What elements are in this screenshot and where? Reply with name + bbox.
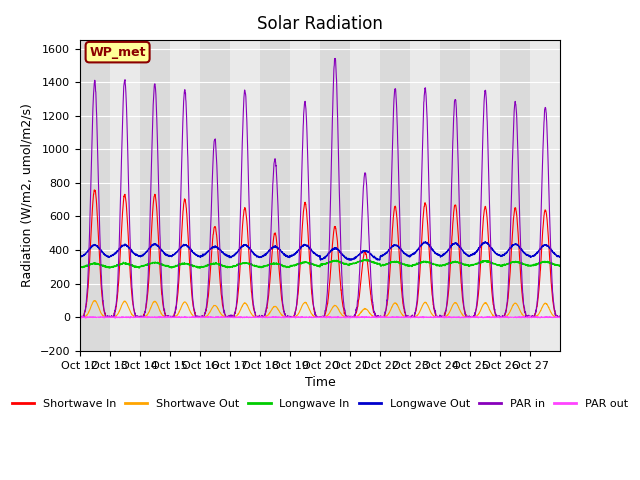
Line: Longwave In: Longwave In <box>80 260 560 268</box>
PAR out <box>550 315 557 321</box>
Legend: Shortwave In, Shortwave Out, Longwave In, Longwave Out, PAR in, PAR out: Shortwave In, Shortwave Out, Longwave In… <box>7 395 633 414</box>
Bar <box>80 40 110 351</box>
Bar <box>290 40 320 351</box>
Shortwave Out <box>228 314 236 320</box>
Longwave Out <box>228 254 236 260</box>
Shortwave In <box>91 187 99 193</box>
Longwave In <box>349 261 356 266</box>
Longwave Out <box>481 239 489 245</box>
Longwave In <box>550 262 557 267</box>
Longwave In <box>556 263 564 268</box>
PAR in <box>76 314 84 320</box>
Bar <box>440 40 470 351</box>
Longwave Out <box>556 254 564 260</box>
Shortwave Out <box>349 314 356 320</box>
Line: Longwave Out: Longwave Out <box>80 242 560 260</box>
Line: Shortwave Out: Shortwave Out <box>80 300 560 317</box>
Longwave In <box>196 265 204 271</box>
Longwave In <box>465 263 472 269</box>
PAR in <box>76 313 84 319</box>
X-axis label: Time: Time <box>305 376 335 389</box>
PAR out <box>349 314 356 320</box>
Text: WP_met: WP_met <box>90 46 146 59</box>
Bar <box>140 40 170 351</box>
Longwave In <box>362 257 370 263</box>
Shortwave Out <box>124 304 132 310</box>
PAR in <box>349 314 356 320</box>
Bar <box>230 40 260 351</box>
Longwave Out <box>348 256 356 262</box>
Bar <box>410 40 440 351</box>
Longwave Out <box>492 250 499 256</box>
Bar <box>500 40 530 351</box>
Line: PAR in: PAR in <box>80 59 560 317</box>
Shortwave In <box>124 228 132 234</box>
Longwave In <box>124 261 132 267</box>
Longwave Out <box>465 253 472 259</box>
Bar <box>110 40 140 351</box>
PAR out <box>111 315 119 321</box>
Shortwave In <box>492 311 499 317</box>
Longwave In <box>492 261 499 267</box>
Longwave In <box>76 264 84 270</box>
Shortwave Out <box>550 313 557 319</box>
Line: Shortwave In: Shortwave In <box>80 190 560 317</box>
Bar <box>200 40 230 351</box>
PAR out <box>556 314 564 320</box>
Line: PAR out: PAR out <box>80 316 560 318</box>
PAR in <box>332 56 339 61</box>
Shortwave In <box>465 313 472 319</box>
PAR in <box>550 300 557 306</box>
Bar <box>260 40 290 351</box>
Bar <box>170 40 200 351</box>
PAR out <box>552 313 560 319</box>
PAR out <box>492 315 499 321</box>
Longwave Out <box>375 257 383 263</box>
Y-axis label: Radiation (W/m2, umol/m2/s): Radiation (W/m2, umol/m2/s) <box>21 104 34 288</box>
Shortwave Out <box>465 314 472 320</box>
Bar <box>350 40 380 351</box>
PAR in <box>465 313 472 319</box>
Longwave Out <box>124 244 132 250</box>
Shortwave Out <box>556 314 564 320</box>
PAR in <box>228 314 236 320</box>
Shortwave Out <box>91 298 99 303</box>
Longwave Out <box>76 253 84 259</box>
Bar <box>320 40 350 351</box>
Title: Solar Radiation: Solar Radiation <box>257 15 383 33</box>
PAR in <box>492 311 499 316</box>
Shortwave In <box>349 314 356 320</box>
Shortwave Out <box>492 313 499 319</box>
Shortwave Out <box>76 314 84 320</box>
PAR in <box>124 156 132 161</box>
Longwave Out <box>550 251 557 256</box>
Longwave In <box>228 264 236 270</box>
Shortwave In <box>556 314 564 320</box>
PAR in <box>556 314 564 320</box>
Bar <box>380 40 410 351</box>
Shortwave Out <box>76 314 84 320</box>
Shortwave In <box>550 303 557 309</box>
PAR out <box>228 314 236 320</box>
PAR out <box>76 314 84 320</box>
PAR out <box>124 314 132 320</box>
PAR out <box>465 314 472 320</box>
Shortwave In <box>76 314 84 320</box>
Shortwave In <box>228 314 236 320</box>
Bar <box>470 40 500 351</box>
Bar <box>530 40 560 351</box>
